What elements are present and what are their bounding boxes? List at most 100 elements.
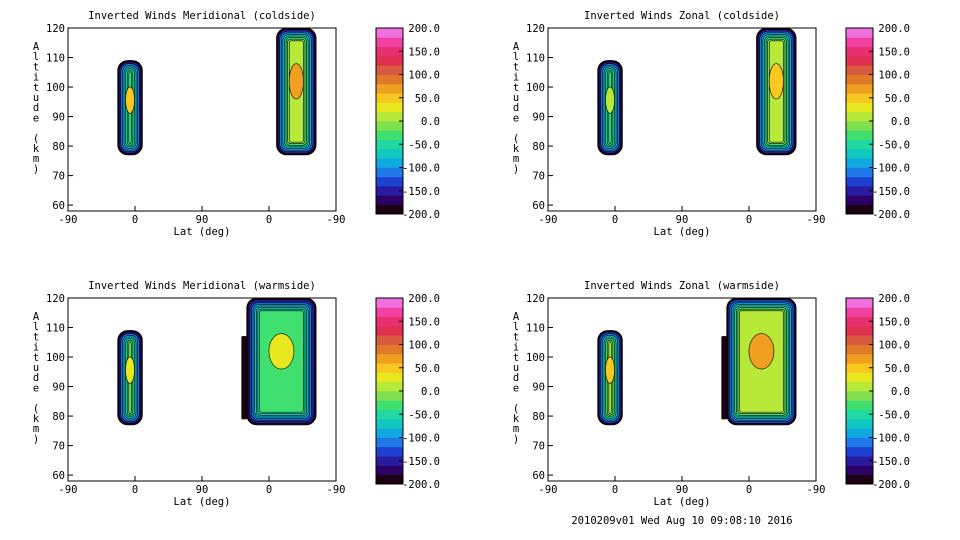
colorbar-swatch	[846, 167, 873, 178]
y-tick-label: 70	[532, 171, 545, 183]
colorbar-swatch	[846, 344, 873, 355]
colorbar-swatch	[376, 28, 403, 38]
y-axis-label-char: )	[33, 433, 39, 445]
colorbar-swatch	[376, 400, 403, 410]
colorbar-swatch	[846, 204, 873, 215]
colorbar-swatch	[846, 186, 873, 196]
colorbar-tick-label: -50.0	[408, 409, 440, 421]
colorbar-swatch	[846, 353, 873, 364]
colorbar-tick-label: 0.0	[891, 116, 910, 128]
colorbar-swatch	[846, 391, 873, 401]
colorbar-tick-label: -50.0	[878, 139, 910, 151]
colorbar-swatch	[376, 474, 403, 485]
colorbar-swatch	[846, 37, 873, 47]
y-axis-label-char: d	[33, 102, 39, 114]
x-tick-label: -90	[327, 214, 346, 226]
colorbar-swatch	[846, 372, 873, 383]
x-tick-label: 90	[196, 484, 209, 496]
footer-stamp: 2010209v01 Wed Aug 10 09:08:10 2016	[571, 515, 792, 527]
y-axis-label-char: e	[33, 112, 39, 124]
y-tick-label: 100	[526, 82, 545, 94]
colorbar-swatch	[376, 139, 403, 150]
y-axis-label-char: m	[513, 153, 519, 165]
y-axis-label-char: u	[33, 362, 39, 374]
colorbar-swatch	[846, 195, 873, 206]
y-tick-label: 80	[532, 411, 545, 423]
colorbar-swatch	[846, 409, 873, 420]
y-axis-label-char: e	[513, 112, 519, 124]
colorbar-swatch	[846, 474, 873, 485]
colorbar-swatch	[376, 46, 403, 57]
colorbar-swatch	[846, 418, 873, 429]
y-tick-label: 90	[52, 112, 65, 124]
data-region	[117, 330, 143, 426]
colorbar-swatch	[376, 363, 403, 373]
colorbar-swatch	[846, 46, 873, 57]
contour-peak	[768, 63, 784, 100]
colorbar-swatch	[846, 65, 873, 75]
colorbar-swatch	[376, 65, 403, 75]
colorbar-swatch	[376, 298, 403, 308]
colorbar-swatch	[846, 28, 873, 38]
panel-2: Inverted Winds Zonal (coldside) -90 0 90 0 -9…	[513, 10, 910, 238]
colorbar-swatch	[376, 335, 403, 345]
x-tick-label: -90	[59, 484, 78, 496]
y-tick-label: 110	[46, 53, 65, 65]
y-tick-label: 110	[526, 323, 545, 335]
colorbar-swatch	[376, 446, 403, 457]
contour-peak	[605, 356, 615, 384]
chart-title: Inverted Winds Zonal (coldside)	[584, 10, 780, 22]
y-tick-label: 80	[532, 141, 545, 153]
colorbar-swatch	[376, 148, 403, 159]
y-axis-label-char: e	[513, 382, 519, 394]
panel-3: Inverted Winds Meridional (warmside) -90 0…	[33, 280, 440, 508]
colorbar-tick-label: -200.0	[872, 479, 910, 491]
colorbar-swatch	[846, 363, 873, 373]
panel-1: Inverted Winds Meridional (coldside) -90 0…	[33, 10, 440, 238]
y-axis-label-char: t	[33, 82, 39, 94]
colorbar-tick-label: 200.0	[408, 23, 440, 35]
x-tick-label: 0	[746, 214, 752, 226]
colorbar-swatch	[846, 139, 873, 150]
contour-peak	[268, 333, 295, 370]
colorbar-swatch	[376, 353, 403, 364]
colorbar-tick-label: 150.0	[878, 316, 910, 328]
colorbar-tick-label: -150.0	[402, 456, 440, 468]
contour-peak	[748, 333, 775, 370]
x-tick-label: 0	[132, 484, 138, 496]
colorbar-swatch	[846, 74, 873, 85]
colorbar-tick-label: 50.0	[885, 93, 910, 105]
colorbar-swatch	[846, 400, 873, 410]
y-tick-label: 70	[532, 441, 545, 453]
x-tick-label: 90	[196, 214, 209, 226]
colorbar-swatch	[376, 83, 403, 94]
y-axis-label-char: )	[33, 163, 39, 175]
data-region	[756, 27, 797, 156]
y-tick-label: 60	[52, 470, 65, 482]
colorbar-swatch	[846, 158, 873, 168]
data-region	[597, 60, 623, 156]
colorbar-swatch	[846, 465, 873, 476]
y-tick-label: 60	[532, 470, 545, 482]
y-tick-label: 120	[46, 293, 65, 305]
colorbar-tick-label: -150.0	[402, 186, 440, 198]
y-axis-label-char: l	[33, 321, 39, 333]
y-axis-label-char: l	[513, 51, 519, 63]
y-tick-label: 80	[52, 141, 65, 153]
contour-peak	[288, 63, 304, 100]
data-region	[726, 297, 797, 426]
x-axis-label: Lat (deg)	[654, 226, 711, 238]
colorbar-tick-label: -50.0	[878, 409, 910, 421]
y-tick-label: 60	[52, 200, 65, 212]
colorbar-tick-label: 150.0	[408, 46, 440, 58]
x-tick-label: -90	[59, 214, 78, 226]
x-tick-label: 0	[746, 484, 752, 496]
colorbar-swatch	[376, 102, 403, 113]
colorbar-swatch	[846, 83, 873, 94]
colorbar-swatch	[376, 381, 403, 392]
colorbar-swatch	[846, 102, 873, 113]
chart-title: Inverted Winds Zonal (warmside)	[584, 280, 780, 292]
y-tick-label: 120	[526, 293, 545, 305]
colorbar-tick-label: 50.0	[415, 93, 440, 105]
colorbar-swatch	[376, 93, 403, 103]
